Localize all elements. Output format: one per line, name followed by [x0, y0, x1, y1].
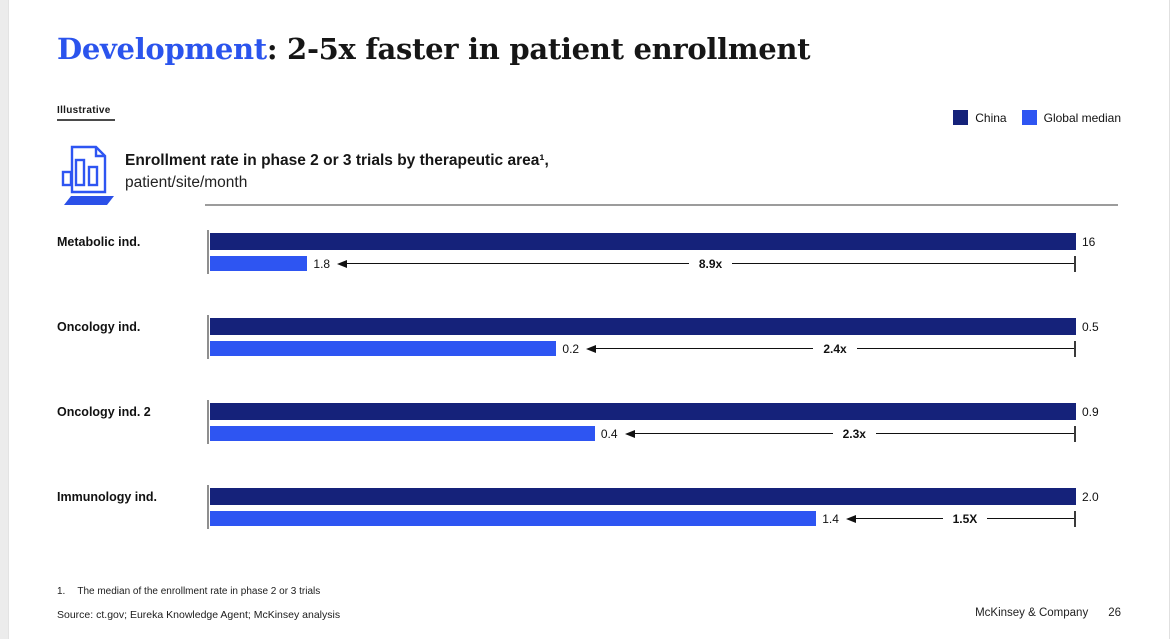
chart-title: Enrollment rate in phase 2 or 3 trials b…	[125, 152, 549, 169]
bar-group-oncology: Oncology ind. 0.5 0.2 2.4x	[57, 315, 1099, 359]
footnote-number: 1.	[57, 586, 66, 597]
bars-area: 2.0 1.4 1.5X	[207, 485, 1099, 529]
bar-chart: Metabolic ind. 16 1.8 8.9x Oncology in	[57, 230, 1099, 573]
arrowhead-left-icon	[586, 344, 597, 353]
bar-group-metabolic: Metabolic ind. 16 1.8 8.9x	[57, 230, 1095, 274]
illustrative-tag: Illustrative	[57, 105, 115, 121]
legend-item-china: China	[953, 110, 1007, 125]
footer-brand: McKinsey & Company	[975, 607, 1089, 619]
chart-legend: China Global median	[953, 110, 1121, 125]
china-bar	[210, 488, 1076, 505]
arrow-line	[732, 262, 1074, 265]
global-median-bar	[210, 256, 308, 271]
global-median-bar	[210, 426, 595, 441]
china-bar-row: 0.9	[210, 403, 1099, 420]
bars-area: 16 1.8 8.9x	[207, 230, 1095, 274]
arrow-line	[634, 432, 833, 435]
multiplier-label: 8.9x	[698, 256, 723, 271]
chart-subtitle: patient/site/month	[125, 174, 248, 192]
global-bar-row: 0.2 2.4x	[210, 340, 1076, 357]
legend-item-global-median: Global median	[1021, 110, 1121, 125]
bars-area: 0.9 0.4 2.3x	[207, 400, 1099, 444]
china-value: 16	[1082, 234, 1096, 249]
multiplier-label: 2.3x	[842, 426, 866, 441]
global-median-bar	[210, 511, 817, 526]
multiplier-arrow: 2.3x	[624, 425, 1077, 442]
global-value: 1.4	[822, 511, 839, 526]
arrow-line	[855, 517, 943, 520]
legend-label-global-median: Global median	[1043, 110, 1121, 125]
slide-footer: McKinsey & Company 26	[975, 607, 1121, 619]
category-label: Metabolic ind.	[57, 235, 141, 249]
arrow-line	[347, 262, 689, 265]
legend-label-china: China	[975, 110, 1007, 125]
multiplier-arrow: 2.4x	[586, 340, 1076, 357]
arrow-line	[987, 517, 1074, 520]
title-rest: : 2-5x faster in patient enrollment	[266, 32, 811, 66]
category-label: Immunology ind.	[57, 490, 157, 504]
china-value: 0.5	[1082, 319, 1099, 334]
category-label: Oncology ind.	[57, 320, 141, 334]
arrow-line	[856, 347, 1074, 350]
source-note: Source: ct.gov; Eureka Knowledge Agent; …	[57, 609, 341, 621]
china-bar	[210, 318, 1076, 335]
global-value: 0.4	[600, 426, 618, 441]
axis-line	[207, 485, 209, 529]
china-value: 2.0	[1082, 489, 1099, 504]
china-bar	[210, 403, 1076, 420]
title-highlight: Development	[57, 32, 267, 66]
arrowhead-left-icon	[624, 429, 635, 438]
global-value: 1.8	[313, 256, 331, 271]
global-bar-row: 1.4 1.5X	[210, 510, 1076, 527]
multiplier-label: 2.4x	[823, 341, 847, 356]
china-value: 0.9	[1082, 404, 1099, 419]
china-bar-row: 0.5	[210, 318, 1099, 335]
axis-line	[207, 400, 209, 444]
end-tick	[1074, 340, 1076, 357]
multiplier-arrow: 8.9x	[337, 255, 1076, 272]
arrow-line	[875, 432, 1075, 435]
arrowhead-left-icon	[337, 259, 348, 268]
china-swatch-icon	[953, 110, 969, 125]
bars-area: 0.5 0.2 2.4x	[207, 315, 1099, 359]
global-bar-row: 0.4 2.3x	[210, 425, 1077, 442]
china-bar-row: 2.0	[210, 488, 1099, 505]
global-value: 0.2	[562, 341, 580, 356]
china-bar-row: 16	[210, 233, 1095, 250]
global-bar-row: 1.8 8.9x	[210, 255, 1076, 272]
global-median-bar	[210, 341, 557, 356]
footnote: 1. The median of the enrollment rate in …	[57, 586, 320, 597]
bar-group-immunology: Immunology ind. 2.0 1.4 1.5X	[57, 485, 1099, 529]
axis-line	[207, 315, 209, 359]
chart-heading: Enrollment rate in phase 2 or 3 trials b…	[125, 150, 549, 195]
arrow-line	[596, 347, 814, 350]
end-tick	[1074, 510, 1076, 527]
category-label: Oncology ind. 2	[57, 405, 151, 419]
document-chart-icon	[56, 144, 120, 211]
arrowhead-left-icon	[845, 514, 856, 523]
china-bar	[210, 233, 1076, 250]
page-title: Development: 2-5x faster in patient enro…	[57, 32, 811, 66]
heading-divider	[205, 204, 1118, 206]
end-tick	[1074, 425, 1077, 442]
axis-line	[207, 230, 209, 274]
global-median-swatch-icon	[1021, 110, 1037, 125]
multiplier-arrow: 1.5X	[845, 510, 1076, 527]
footnote-text: The median of the enrollment rate in pha…	[77, 586, 321, 597]
multiplier-label: 1.5X	[952, 511, 978, 526]
page-edge	[0, 0, 9, 639]
end-tick	[1074, 255, 1076, 272]
bar-group-oncology-2: Oncology ind. 2 0.9 0.4 2.3x	[57, 400, 1099, 444]
page-number: 26	[1108, 607, 1121, 619]
